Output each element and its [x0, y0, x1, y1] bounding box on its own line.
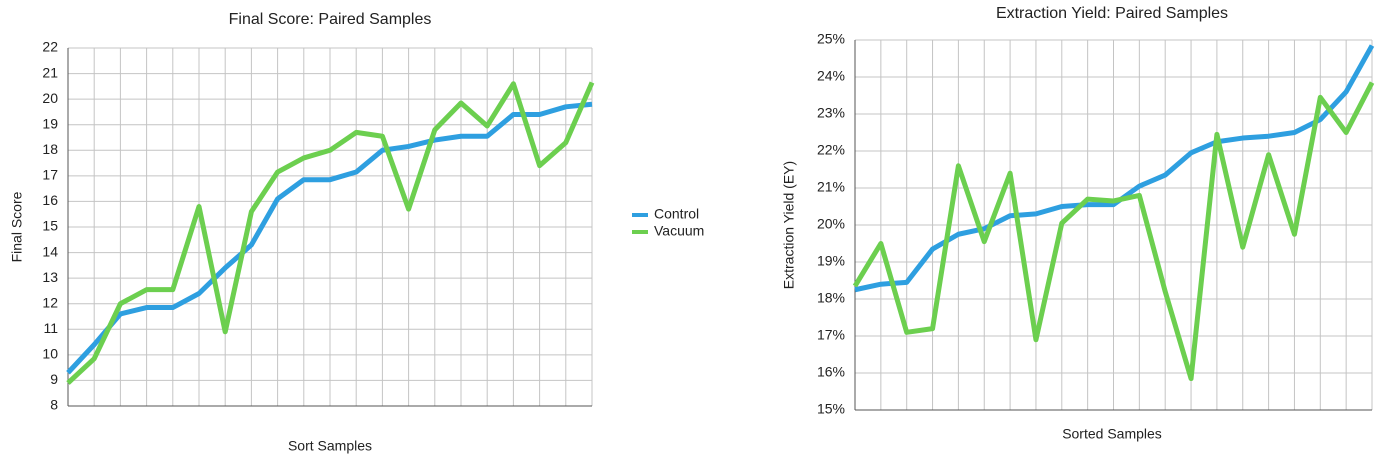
series-line	[66, 101, 593, 375]
y-tick-label: 14	[42, 243, 58, 259]
y-tick-label: 16%	[817, 364, 845, 380]
series-line	[854, 44, 1375, 293]
x-axis-label: Sort Samples	[288, 438, 372, 454]
y-tick-label: 22%	[817, 142, 845, 158]
y-tick-label: 17%	[817, 327, 845, 343]
y-tick-label: 12	[42, 294, 58, 310]
y-tick-label: 15	[42, 218, 58, 234]
legend-label: Control	[654, 206, 699, 222]
y-tick-label: 13	[42, 269, 58, 285]
y-tick-label: 16	[42, 192, 58, 208]
y-tick-label: 17	[42, 167, 58, 183]
y-tick-label: 8	[50, 397, 58, 413]
y-tick-label: 10	[42, 346, 58, 362]
y-tick-label: 18%	[817, 290, 845, 306]
y-tick-label: 9	[50, 371, 58, 387]
y-tick-label: 18	[42, 141, 58, 157]
y-axis-label: Final Score	[9, 191, 25, 262]
y-tick-label: 11	[43, 320, 58, 336]
y-axis-label: Extraction Yield (EY)	[781, 161, 797, 289]
y-tick-label: 19%	[817, 253, 845, 269]
series-line	[852, 81, 1375, 382]
chart-title: Extraction Yield: Paired Samples	[996, 5, 1228, 22]
x-axis-label: Sorted Samples	[1062, 426, 1162, 442]
chart-title: Final Score: Paired Samples	[229, 11, 432, 28]
y-tick-label: 24%	[817, 68, 845, 84]
series-line	[66, 81, 595, 385]
y-tick-label: 15%	[817, 401, 845, 417]
y-tick-label: 22	[42, 39, 58, 55]
y-tick-label: 19	[42, 115, 58, 131]
y-tick-label: 23%	[817, 105, 845, 121]
legend-label: Vacuum	[654, 223, 704, 239]
y-tick-label: 21%	[817, 179, 845, 195]
y-tick-label: 20	[42, 90, 58, 106]
y-tick-label: 25%	[817, 31, 845, 47]
y-tick-label: 21	[42, 64, 58, 80]
y-tick-label: 20%	[817, 216, 845, 232]
